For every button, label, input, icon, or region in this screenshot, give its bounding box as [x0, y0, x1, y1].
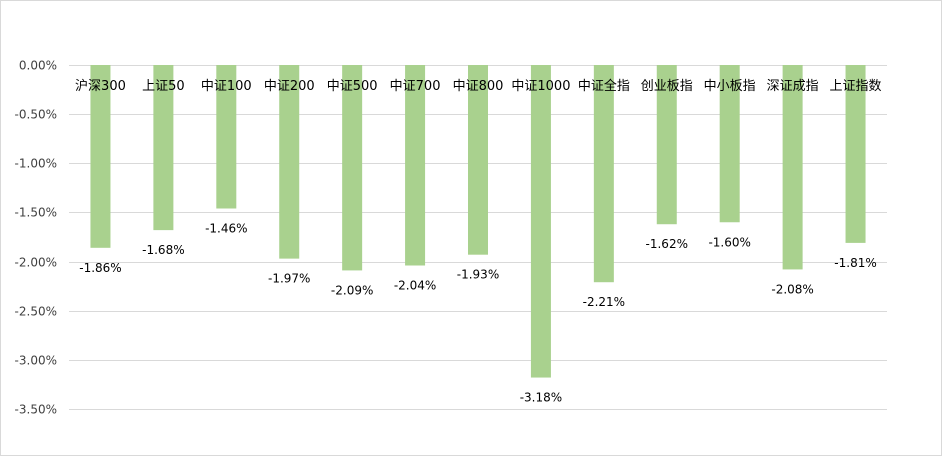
data-label: -1.46% [205, 221, 247, 235]
y-tick-label: -2.50% [15, 305, 57, 319]
y-tick-label: -1.00% [15, 157, 57, 171]
data-label: -1.68% [142, 243, 184, 257]
bar [656, 65, 677, 225]
category-label: 中证800 [453, 79, 504, 94]
category-labels: 沪深300 上证50 中证100 中证200 中证500 中证700 中证800 中证1000… [75, 78, 881, 94]
data-label: -1.93% [457, 268, 499, 282]
bar [593, 65, 614, 283]
bar [782, 65, 803, 270]
bar [845, 65, 866, 243]
bars [90, 65, 866, 378]
data-label: -1.62% [646, 237, 688, 251]
data-label: -1.60% [708, 235, 750, 249]
data-label: -2.04% [394, 279, 436, 293]
y-tick-label: -3.00% [15, 354, 57, 368]
bar [279, 65, 300, 259]
category-label: 创业板指 [641, 79, 693, 94]
category-label: 中证100 [201, 79, 252, 94]
category-label: 中证700 [390, 79, 441, 94]
category-label: 中小板指 [704, 79, 756, 94]
y-tick-label: -0.50% [15, 108, 57, 122]
category-label: 中证全指 [578, 78, 630, 94]
category-label: 沪深300 [75, 78, 126, 94]
bar [405, 65, 426, 266]
y-tick-label: -2.00% [15, 256, 57, 270]
category-label: 中证500 [327, 79, 378, 94]
data-labels: -1.86% -1.68% -1.46% -1.97% -2.09% -2.04% -1.9… [79, 221, 877, 404]
data-label: -3.18% [520, 391, 562, 405]
bar [530, 65, 551, 378]
data-label: -2.09% [331, 283, 373, 297]
bar [719, 65, 740, 223]
bar [468, 65, 488, 255]
category-label: 中证200 [264, 79, 315, 94]
category-label: 深证成指 [767, 79, 819, 94]
y-tick-label: -3.50% [15, 403, 57, 417]
data-label: -1.81% [834, 256, 876, 270]
bar [216, 65, 237, 209]
y-axis-tick-labels: 0.00% -0.50% -1.00% -1.50% -2.00% -2.50% -3.00… [15, 59, 57, 417]
bar [90, 65, 111, 248]
y-tick-label: 0.00% [19, 59, 57, 73]
y-tick-label: -1.50% [15, 206, 57, 220]
bar [153, 65, 174, 231]
category-label: 上证指数 [830, 79, 882, 94]
bar [342, 65, 363, 271]
data-label: -1.86% [79, 261, 121, 275]
category-label: 中证1000 [511, 79, 570, 94]
category-label: 上证50 [142, 79, 185, 94]
data-label: -2.21% [583, 295, 625, 309]
data-label: -1.97% [268, 272, 310, 286]
data-label: -2.08% [771, 282, 813, 296]
